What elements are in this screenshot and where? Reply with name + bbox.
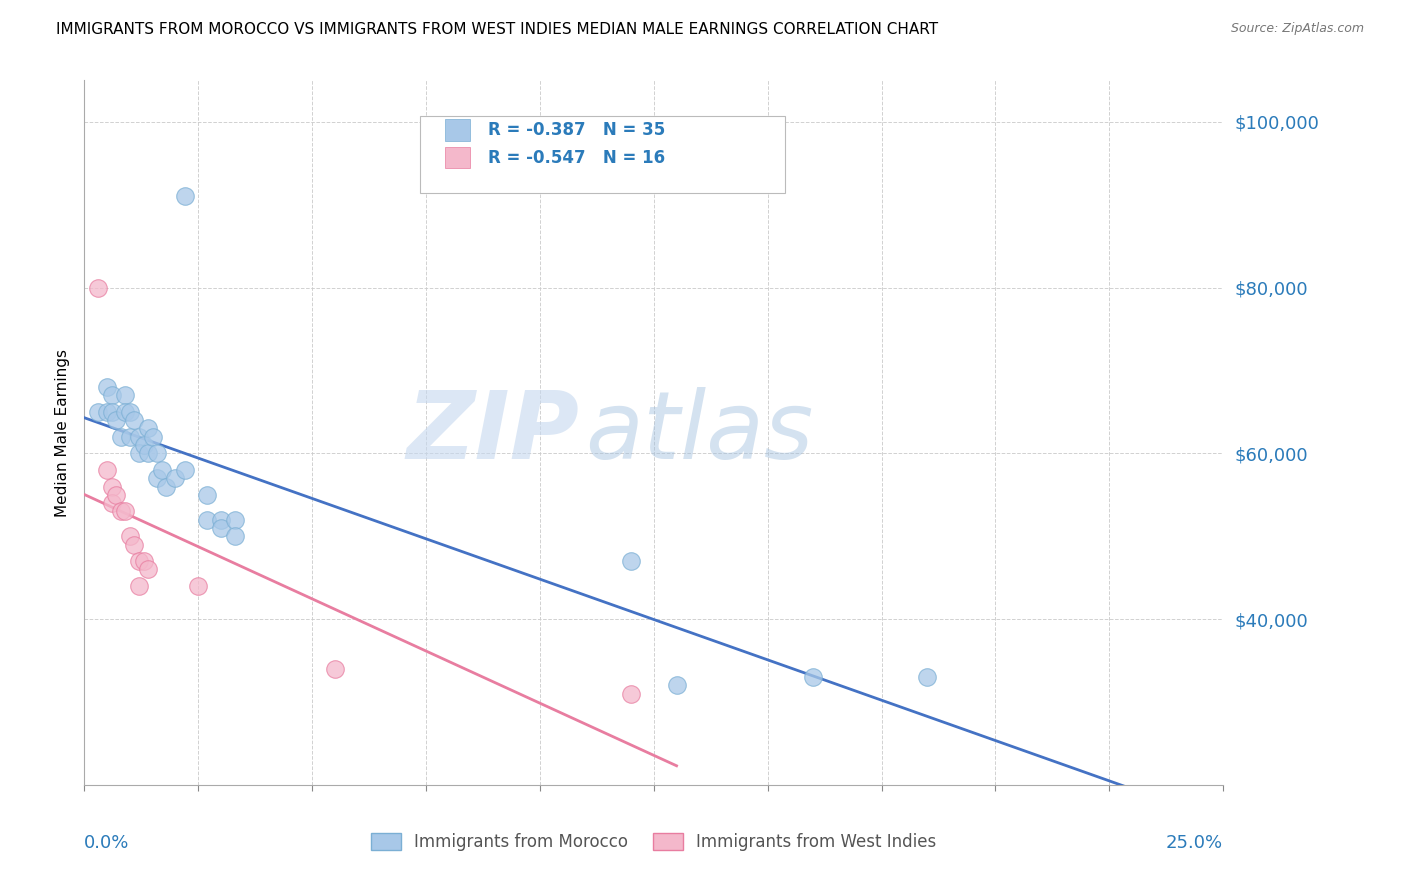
Point <box>114 388 136 402</box>
Point <box>136 446 159 460</box>
Point <box>146 471 169 485</box>
Legend: Immigrants from Morocco, Immigrants from West Indies: Immigrants from Morocco, Immigrants from… <box>364 826 943 858</box>
Point <box>173 189 195 203</box>
Text: IMMIGRANTS FROM MOROCCO VS IMMIGRANTS FROM WEST INDIES MEDIAN MALE EARNINGS CORR: IMMIGRANTS FROM MOROCCO VS IMMIGRANTS FR… <box>56 22 938 37</box>
Point <box>620 687 643 701</box>
Point <box>209 513 232 527</box>
Point <box>100 496 122 510</box>
Point <box>915 670 938 684</box>
Text: Source: ZipAtlas.com: Source: ZipAtlas.com <box>1230 22 1364 36</box>
Point <box>136 421 159 435</box>
Point <box>110 430 132 444</box>
Point <box>128 579 150 593</box>
Point <box>110 504 132 518</box>
Point <box>87 280 110 294</box>
Point <box>114 504 136 518</box>
Point <box>155 479 177 493</box>
Point <box>801 670 824 684</box>
Point <box>173 463 195 477</box>
Point <box>105 413 128 427</box>
Point <box>96 380 118 394</box>
Bar <box>446 120 471 141</box>
Point <box>124 413 146 427</box>
FancyBboxPatch shape <box>420 116 785 193</box>
Point <box>96 405 118 419</box>
Point <box>128 554 150 568</box>
Point <box>118 405 141 419</box>
Y-axis label: Median Male Earnings: Median Male Earnings <box>55 349 70 516</box>
Point <box>224 513 246 527</box>
Point <box>96 463 118 477</box>
Point <box>665 678 688 692</box>
Point <box>209 521 232 535</box>
Point <box>136 562 159 576</box>
Point <box>165 471 187 485</box>
Point <box>224 529 246 543</box>
Point <box>118 529 141 543</box>
Point <box>100 388 122 402</box>
Point <box>323 662 346 676</box>
Point <box>100 405 122 419</box>
Point <box>118 430 141 444</box>
Point <box>195 513 218 527</box>
Point <box>114 405 136 419</box>
Point <box>100 479 122 493</box>
Text: R = -0.547   N = 16: R = -0.547 N = 16 <box>488 148 665 167</box>
Text: 0.0%: 0.0% <box>84 834 129 852</box>
Text: atlas: atlas <box>585 387 814 478</box>
Text: R = -0.387   N = 35: R = -0.387 N = 35 <box>488 121 665 139</box>
Point <box>146 446 169 460</box>
Point <box>132 554 155 568</box>
Bar <box>446 146 471 169</box>
Point <box>124 537 146 551</box>
Point <box>150 463 173 477</box>
Point <box>132 438 155 452</box>
Point <box>187 579 209 593</box>
Text: ZIP: ZIP <box>406 386 579 479</box>
Point <box>87 405 110 419</box>
Point <box>128 430 150 444</box>
Point <box>128 446 150 460</box>
Point <box>195 488 218 502</box>
Point <box>620 554 643 568</box>
Text: 25.0%: 25.0% <box>1166 834 1223 852</box>
Point <box>142 430 165 444</box>
Point <box>105 488 128 502</box>
